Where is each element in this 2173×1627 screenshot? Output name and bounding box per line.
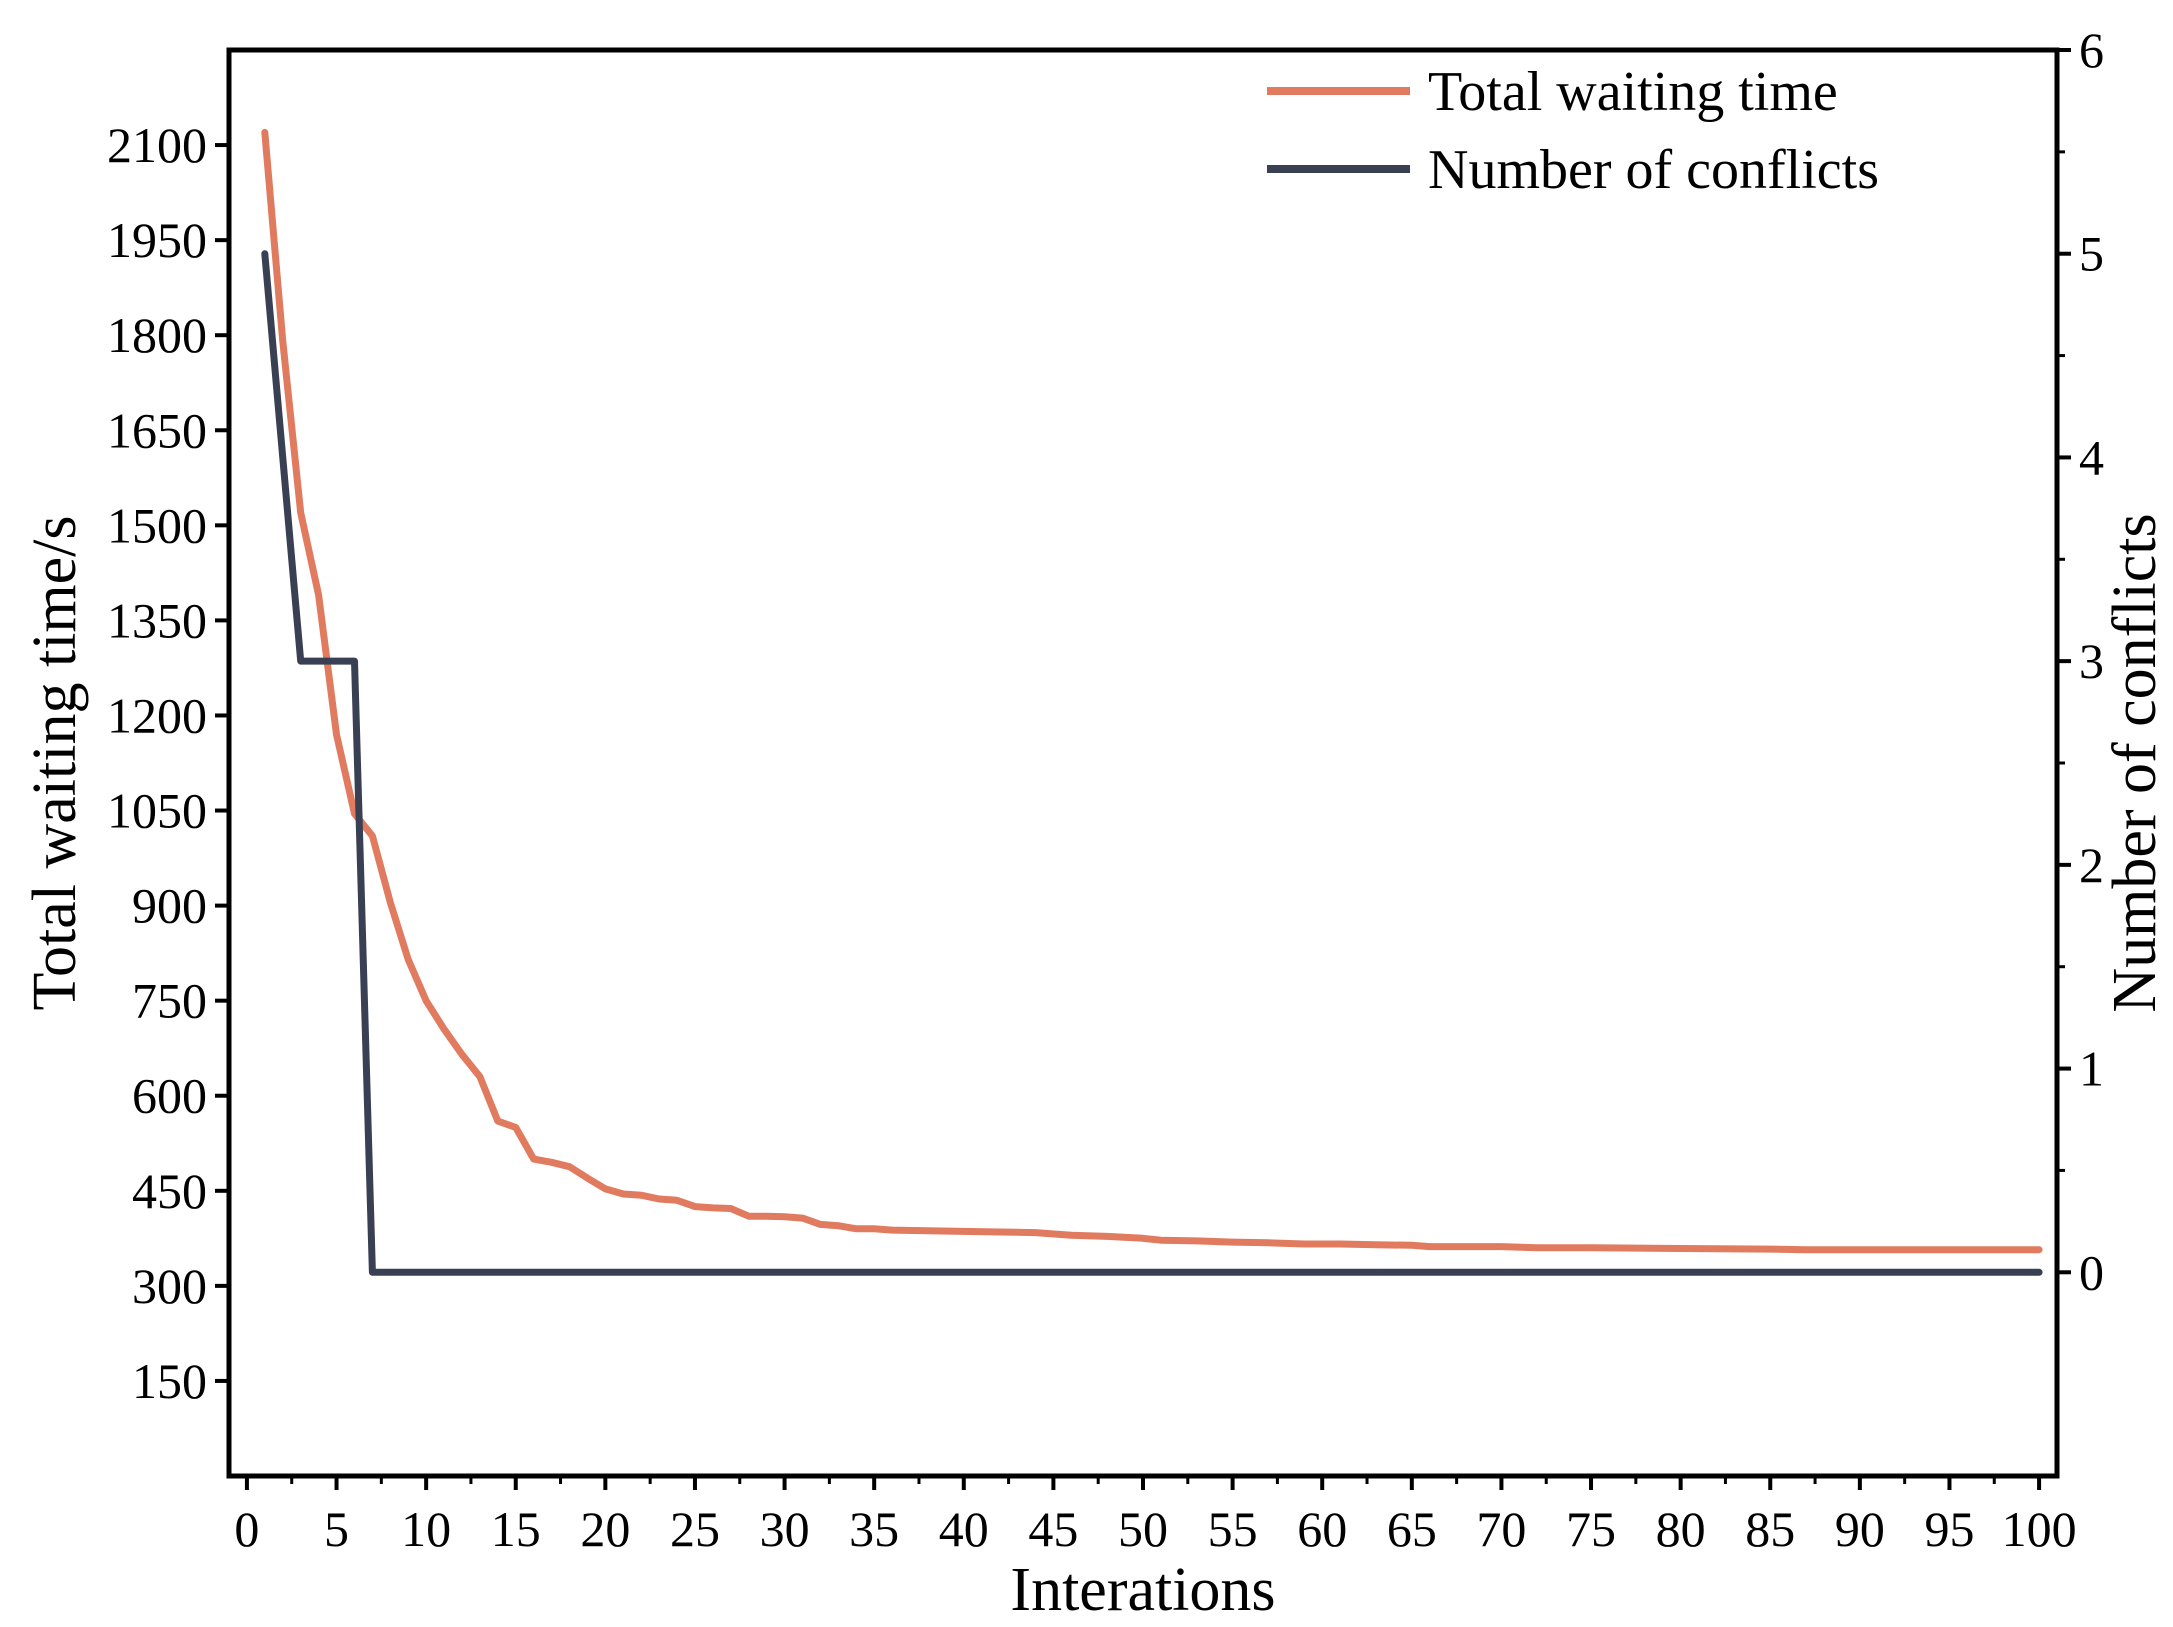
x-tick-label: 80 <box>1656 1501 1706 1557</box>
legend-label-number-of-conflicts: Number of conflicts <box>1428 139 1879 201</box>
x-tick-label: 0 <box>234 1501 259 1557</box>
y-left-tick-label: 1500 <box>107 497 207 553</box>
legend-label-total-waiting-time: Total waiting time <box>1428 61 1838 123</box>
x-axis-title: Interations <box>1010 1556 1275 1624</box>
y-left-axis-title: Total waiting time/s <box>21 515 89 1010</box>
x-tick-label: 50 <box>1118 1501 1168 1557</box>
x-tick-label: 45 <box>1028 1501 1078 1557</box>
y-left-tick-label: 1050 <box>107 783 207 839</box>
series-line-total-waiting-time <box>261 128 2043 1254</box>
y-left-tick-label: 300 <box>132 1258 207 1314</box>
y-left-tick-label: 1800 <box>107 307 207 363</box>
legend: Total waiting time Number of conflicts <box>1267 61 1879 201</box>
x-tick-label: 40 <box>939 1501 989 1557</box>
y-left-tick-label: 450 <box>132 1163 207 1219</box>
y-left-tick-label: 1950 <box>107 212 207 268</box>
y-left-tick-label: 2100 <box>107 117 207 173</box>
series-line-number-of-conflicts <box>261 250 2043 1276</box>
y-left-tick-label: 750 <box>132 973 207 1029</box>
x-tick-label: 10 <box>401 1501 451 1557</box>
y-left-tick-label: 150 <box>132 1353 207 1409</box>
y-left-tick-label: 900 <box>132 878 207 934</box>
x-tick-label: 20 <box>580 1501 630 1557</box>
y-left-tick-label: 1200 <box>107 687 207 743</box>
y-right-axis-title: Number of conflicts <box>2101 513 2169 1012</box>
x-tick-label: 60 <box>1297 1501 1347 1557</box>
y-right-tick-label: 1 <box>2079 1041 2104 1097</box>
y-left-tick-label: 1350 <box>107 592 207 648</box>
x-tick-label: 100 <box>2002 1501 2077 1557</box>
y-left-tick-label: 1650 <box>107 402 207 458</box>
y-left-axis-ticks: 150 300 450 600 750 900 1050 1200 1350 1500 1650 18… <box>107 117 229 1409</box>
y-right-tick-label: 2 <box>2079 837 2104 893</box>
x-tick-label: 70 <box>1476 1501 1526 1557</box>
y-right-tick-label: 4 <box>2079 429 2104 485</box>
x-tick-label: 90 <box>1835 1501 1885 1557</box>
series-layer <box>261 128 2043 1276</box>
y-right-tick-label: 0 <box>2079 1244 2104 1300</box>
x-tick-label: 15 <box>491 1501 541 1557</box>
y-right-axis-ticks: 0 1 2 3 4 5 6 <box>2057 22 2104 1300</box>
y-left-tick-label: 600 <box>132 1068 207 1124</box>
x-tick-label: 65 <box>1387 1501 1437 1557</box>
x-tick-label: 35 <box>849 1501 899 1557</box>
x-tick-label: 75 <box>1566 1501 1616 1557</box>
y-right-tick-label: 3 <box>2079 633 2104 689</box>
x-tick-label: 30 <box>760 1501 810 1557</box>
y-right-tick-label: 6 <box>2079 22 2104 78</box>
x-tick-label: 55 <box>1208 1501 1258 1557</box>
x-tick-label: 5 <box>324 1501 349 1557</box>
x-tick-label: 25 <box>670 1501 720 1557</box>
y-right-tick-label: 5 <box>2079 226 2104 282</box>
x-tick-label: 85 <box>1745 1501 1795 1557</box>
x-tick-label: 95 <box>1924 1501 1974 1557</box>
plot-frame <box>226 47 2060 1479</box>
x-axis-ticks: 0 5 10 15 20 25 30 35 40 45 50 55 60 65 70 75 80 85 90 95 10… <box>234 1476 2077 1557</box>
